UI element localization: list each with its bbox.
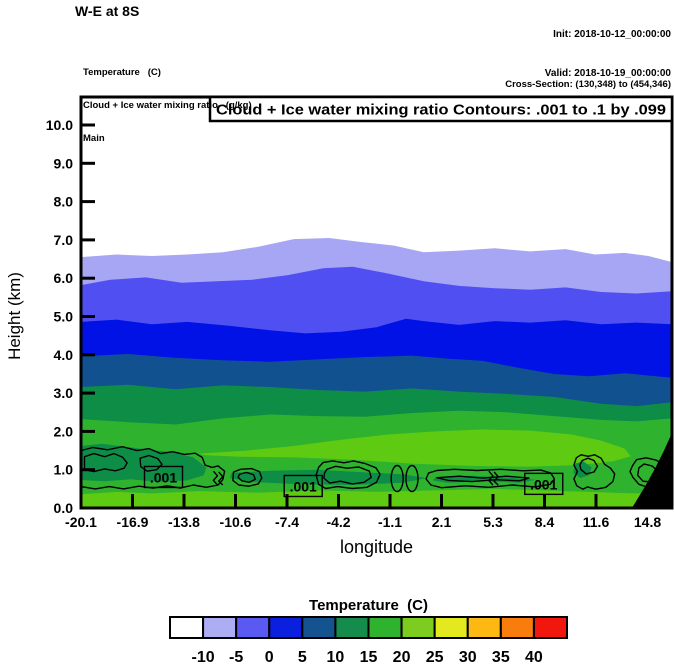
y-tick-label: 10.0 — [46, 117, 73, 133]
colorbar-tick-label: 20 — [393, 649, 411, 666]
field-domain: Main — [83, 133, 105, 144]
x-tick-label: -4.2 — [326, 514, 350, 530]
cloud-contour-blob — [232, 467, 263, 487]
colorbar-tick-label: -10 — [192, 649, 215, 666]
plot-title: Cloud + Ice water mixing ratio Contours:… — [216, 103, 666, 119]
figure-title: W-E at 8S — [75, 3, 140, 19]
field-cloud-ice: Cloud + Ice water mixing ratio (g/kg) — [83, 100, 252, 111]
cloud-contour-blob — [573, 454, 616, 490]
colorbar-tick-label: 15 — [360, 649, 378, 666]
colorbar-cell — [169, 616, 205, 639]
y-tick-label: 2.0 — [54, 423, 74, 439]
x-tick-label: -7.4 — [275, 514, 299, 530]
colorbar-cell — [301, 616, 337, 639]
colorbar-tick-label: 0 — [265, 649, 274, 666]
x-tick-label: 14.8 — [634, 514, 661, 530]
y-tick-label: 1.0 — [54, 462, 74, 478]
cloud-contour-blob — [425, 468, 556, 489]
cloud-contour-blob — [237, 471, 256, 483]
cloud-contour-blob — [218, 471, 224, 486]
y-tick-label: 9.0 — [54, 155, 74, 171]
cloud-contour-blob — [81, 446, 226, 490]
x-tick-label: 5.3 — [483, 514, 503, 530]
plot-title-box — [208, 95, 674, 123]
colorbar-cell — [400, 616, 436, 639]
colorbar-tick-label: -5 — [229, 649, 243, 666]
contour-label: .001 — [290, 478, 317, 494]
left-cloud-cool-pocket — [81, 443, 207, 482]
contour-label: .001 — [150, 469, 177, 485]
cloud-contour-blob — [579, 457, 599, 475]
cloud-contour-blob — [405, 464, 419, 493]
contour-label: .001 — [530, 476, 557, 492]
colorbar-title: Temperature (C) — [309, 597, 428, 614]
x-tick-label: -20.1 — [65, 514, 97, 530]
y-tick-label: 3.0 — [54, 385, 74, 401]
colorbar-cell — [433, 616, 469, 639]
mid-level-warm-lens — [199, 429, 631, 467]
y-tick-label: 7.0 — [54, 232, 74, 248]
run-times: Init: 2018-10-12_00:00:00 Valid: 2018-10… — [545, 2, 671, 106]
contour-label-box — [283, 474, 323, 498]
plot-layers: .001 .001 .001 — [81, 238, 672, 508]
colorbar-cell — [334, 616, 370, 639]
cloud-contour-blob — [212, 470, 219, 486]
y-tick-label: 0.0 — [54, 500, 74, 516]
colorbar-cell — [202, 616, 238, 639]
init-time: Init: 2018-10-12_00:00:00 — [553, 29, 671, 40]
x-tick-label: -16.9 — [117, 514, 149, 530]
contour-label-box — [143, 465, 184, 489]
y-axis-title: Height (km) — [5, 272, 24, 360]
cloud-contour-blob — [493, 471, 499, 486]
cloud-contour-blob — [390, 464, 404, 493]
cloud-contour-blob — [488, 470, 494, 486]
x-tick-label: 2.1 — [432, 514, 452, 530]
x-tick-label: -10.6 — [220, 514, 252, 530]
colorbar-tick-label: 35 — [492, 649, 510, 666]
colorbar-tick-label: 40 — [525, 649, 543, 666]
y-tick-label: 5.0 — [54, 309, 74, 325]
cloud-contour-blob — [323, 465, 372, 485]
cloud-contour-blob — [83, 452, 128, 473]
colorbar-cell — [367, 616, 403, 639]
cloud-contour-lines — [81, 446, 670, 493]
valid-time: Valid: 2018-10-19_00:00:00 — [544, 68, 671, 79]
colorbar-tick-label: 5 — [298, 649, 307, 666]
field-list: Temperature (C) Cloud + Ice water mixing… — [83, 45, 252, 166]
x-axis-title: longitude — [340, 537, 413, 557]
colorbar-cell — [499, 616, 535, 639]
colorbar-cell — [532, 616, 569, 639]
y-tick-label: 8.0 — [54, 194, 74, 210]
colorbar-cell — [235, 616, 271, 639]
colorbar-tick-label: 25 — [426, 649, 444, 666]
y-tick-label: 6.0 — [54, 270, 74, 286]
x-tick-label: -1.1 — [378, 514, 402, 530]
field-temperature: Temperature (C) — [83, 67, 161, 78]
colorbar-tick-label: 10 — [327, 649, 345, 666]
colorbar-cell — [466, 616, 502, 639]
y-tick-label: 4.0 — [54, 347, 74, 363]
x-tick-label: 11.6 — [583, 514, 610, 530]
colorbar-cell — [268, 616, 304, 639]
colorbar-tick-label: 30 — [459, 649, 477, 666]
x-tick-label: -13.8 — [168, 514, 200, 530]
cross-section-coords: Cross-Section: (130,348) to (454,346) — [505, 79, 671, 90]
x-tick-label: 8.4 — [535, 514, 555, 530]
terrain-mask — [631, 432, 672, 508]
